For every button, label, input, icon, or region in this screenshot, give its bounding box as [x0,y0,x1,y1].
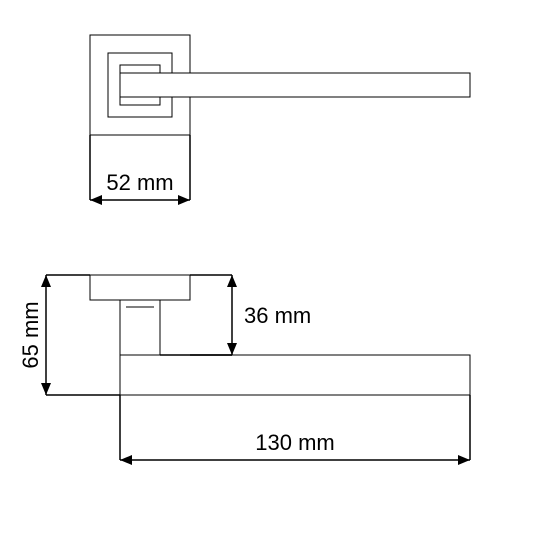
technical-drawing: 52 mm 36 mm 65 mm 130 mm [0,0,551,551]
dim-36mm: 36 mm [244,303,311,328]
dim-65mm: 65 mm [18,301,43,368]
arrowhead [120,455,132,465]
arrowhead [227,275,237,287]
top-base [90,275,190,300]
arrowhead [41,383,51,395]
lever [120,73,470,97]
dim-52mm: 52 mm [106,170,173,195]
arrowhead [458,455,470,465]
top-lever [120,355,470,395]
top-neck [120,300,160,355]
arrowhead [41,275,51,287]
arrowhead [227,343,237,355]
arrowhead [90,195,102,205]
arrowhead [178,195,190,205]
dim-130mm: 130 mm [255,430,334,455]
